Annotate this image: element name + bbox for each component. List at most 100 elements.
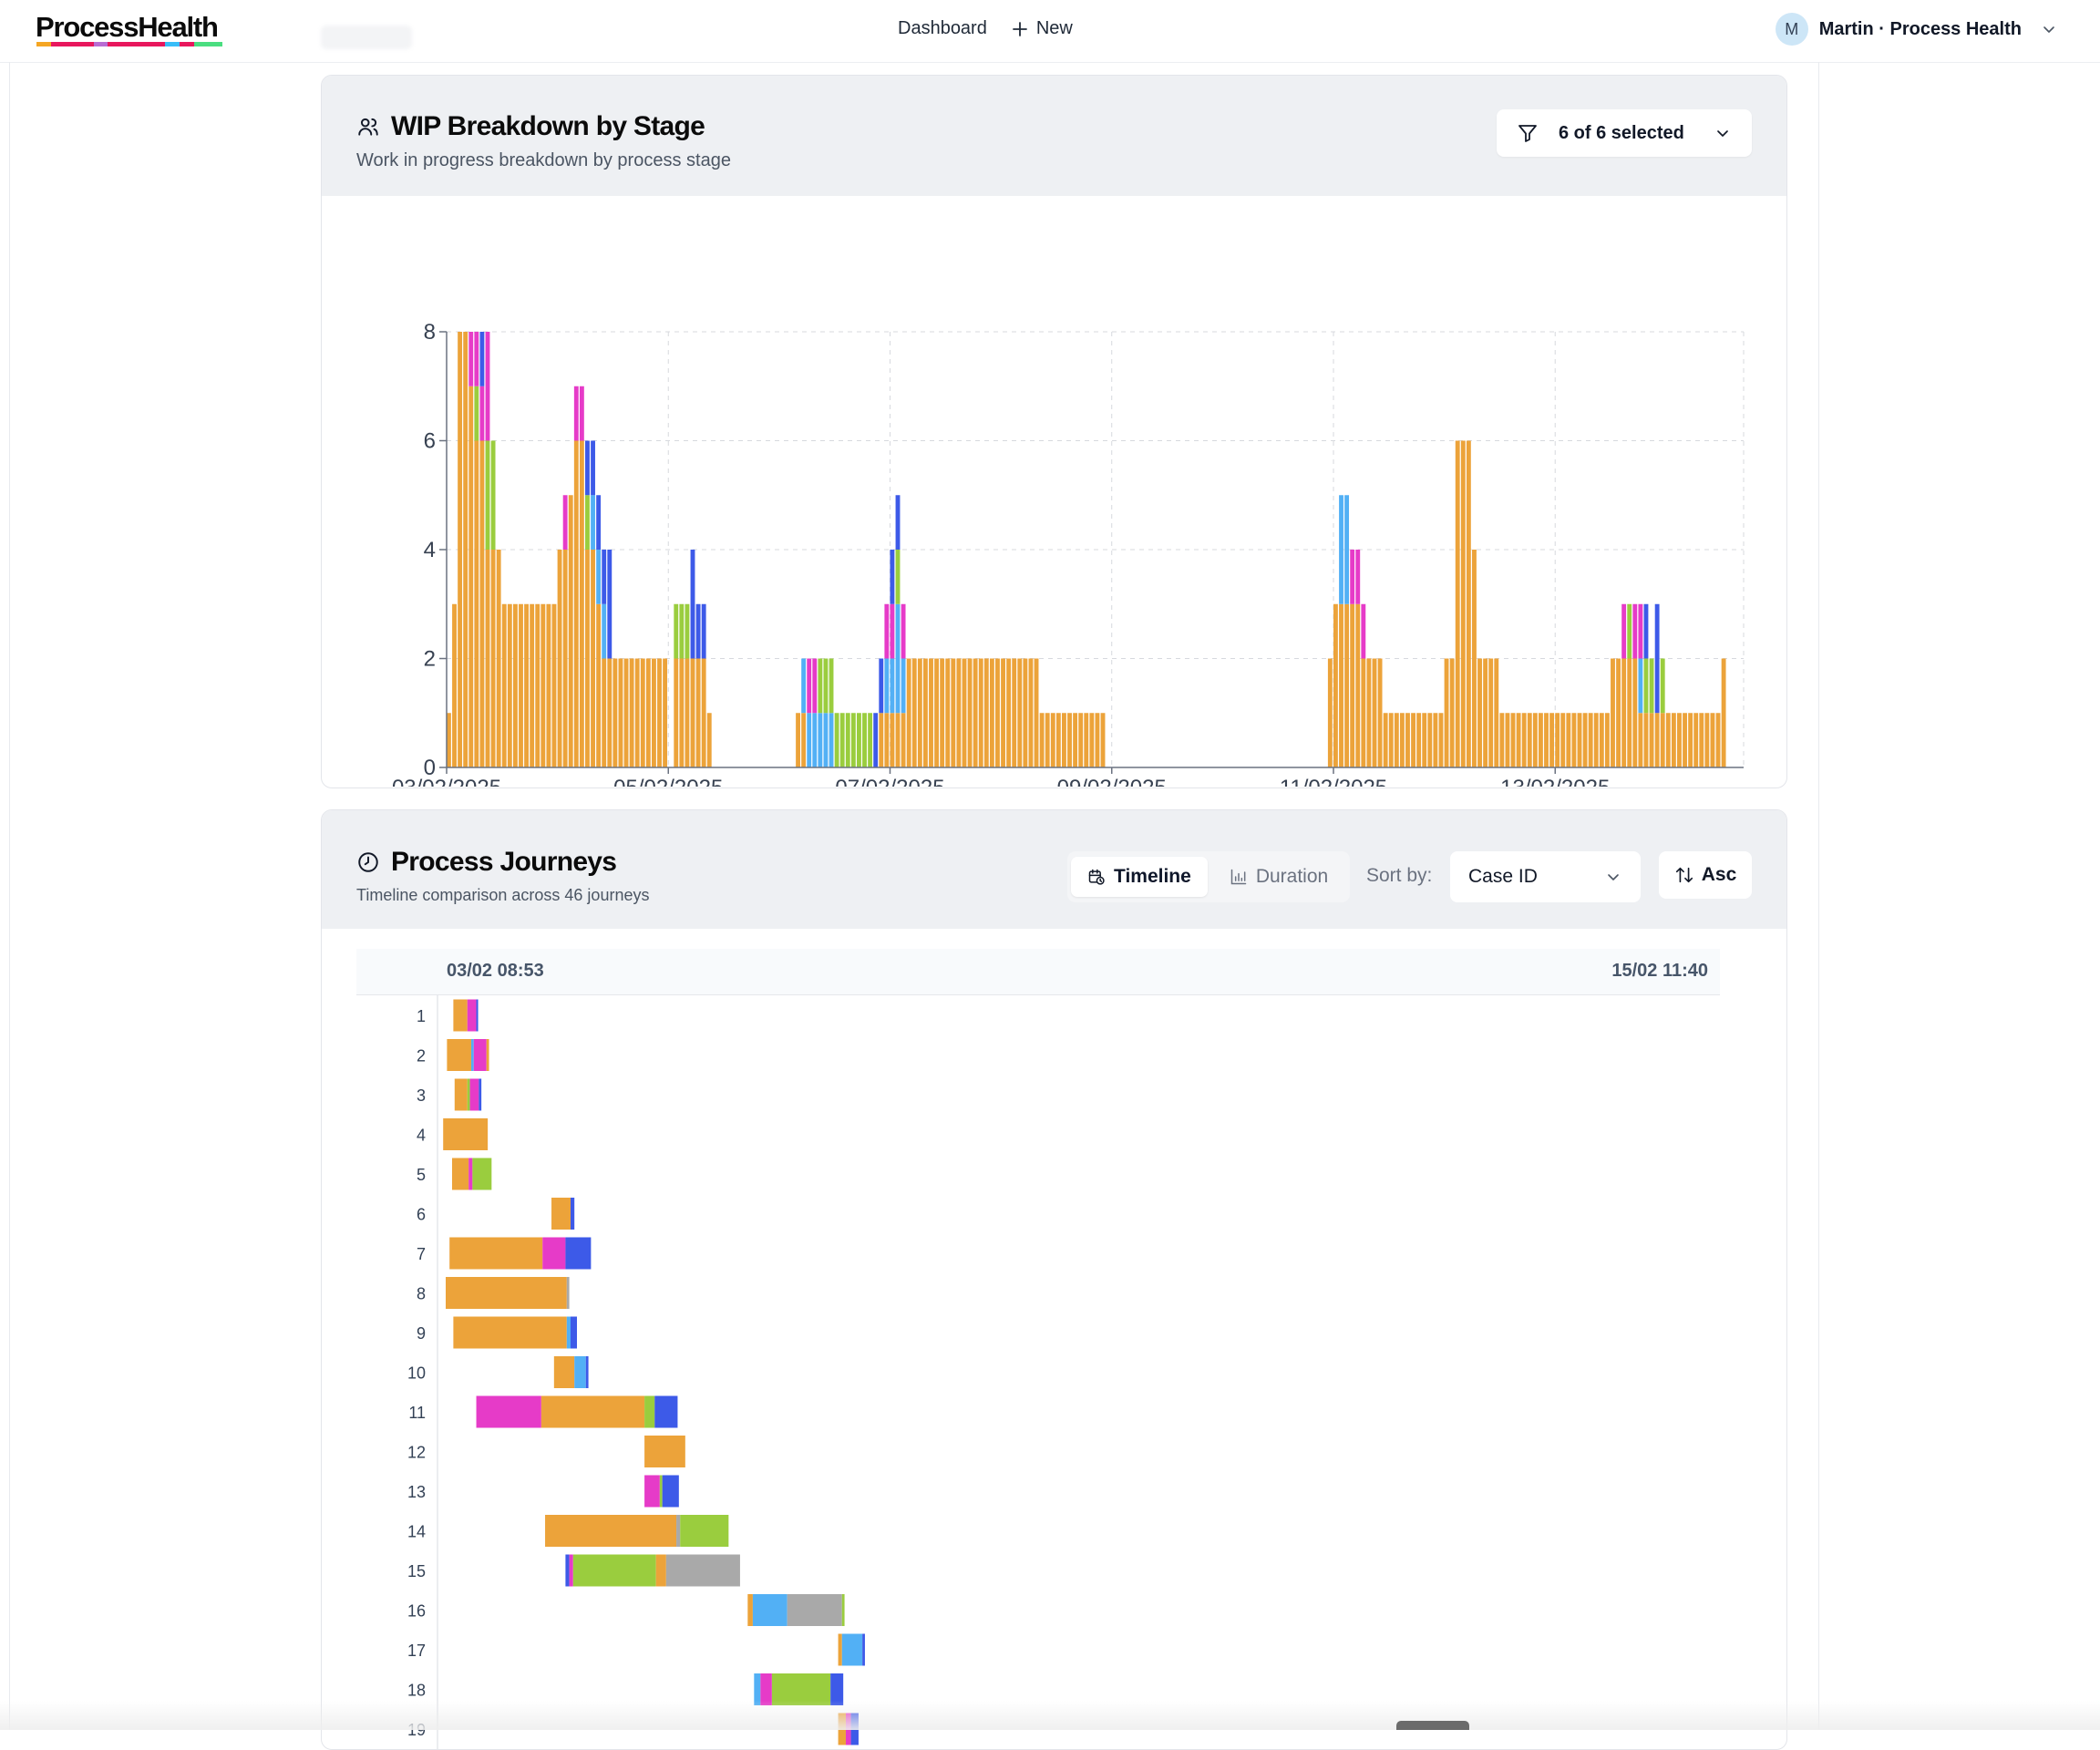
journey-segment[interactable]	[569, 1554, 573, 1587]
journey-row[interactable]: 1	[417, 999, 479, 1032]
journey-segment[interactable]	[449, 1237, 543, 1270]
journey-segment[interactable]	[451, 1158, 469, 1190]
chart-bar-segment	[1039, 713, 1045, 767]
journey-segment[interactable]	[486, 1039, 489, 1071]
chart-bar-segment	[895, 713, 901, 767]
journey-segment[interactable]	[467, 999, 477, 1032]
chart-bar-segment	[823, 658, 829, 714]
journey-segment[interactable]	[752, 1594, 788, 1626]
journey-segment[interactable]	[446, 1277, 567, 1309]
journey-row[interactable]: 18	[407, 1673, 844, 1705]
journey-segment[interactable]	[476, 999, 479, 1032]
journey-segment[interactable]	[443, 1118, 489, 1150]
journey-segment[interactable]	[574, 1356, 586, 1388]
journey-segment[interactable]	[551, 1198, 571, 1230]
journey-segment[interactable]	[771, 1673, 831, 1705]
journey-row[interactable]: 13	[407, 1475, 679, 1508]
journey-segment[interactable]	[566, 1277, 570, 1309]
journey-segment[interactable]	[565, 1237, 592, 1270]
journey-row[interactable]: 8	[417, 1277, 570, 1309]
stage-filter-button[interactable]: 6 of 6 selected	[1497, 109, 1752, 157]
journey-segment[interactable]	[571, 1316, 577, 1349]
journey-row[interactable]: 2	[417, 1039, 489, 1071]
chart-bar-segment	[690, 658, 695, 767]
journey-segment[interactable]	[468, 1158, 473, 1190]
sort-select[interactable]: Case ID	[1450, 851, 1641, 902]
journey-row-label: 5	[417, 1166, 426, 1184]
journey-segment[interactable]	[553, 1356, 575, 1388]
journey-segment[interactable]	[472, 1158, 492, 1190]
journey-segment[interactable]	[747, 1594, 753, 1626]
journey-segment[interactable]	[838, 1713, 846, 1745]
journey-segment[interactable]	[473, 1039, 487, 1071]
journey-segment[interactable]	[841, 1633, 863, 1666]
journey-row[interactable]: 14	[407, 1515, 729, 1547]
journey-segment[interactable]	[447, 1039, 471, 1071]
journey-segment[interactable]	[540, 1395, 645, 1428]
horizontal-scrollbar[interactable]	[1396, 1721, 1469, 1730]
chart-bar-segment	[1649, 713, 1654, 767]
journey-segment[interactable]	[680, 1515, 729, 1547]
journey-segment[interactable]	[542, 1237, 566, 1270]
journey-segment[interactable]	[655, 1554, 666, 1587]
logo[interactable]: ProcessHealth	[36, 11, 219, 43]
chart-bar-segment	[585, 550, 590, 767]
journey-row[interactable]: 19	[407, 1713, 859, 1745]
journey-row[interactable]: 9	[417, 1316, 577, 1349]
journey-segment[interactable]	[845, 1713, 851, 1745]
journey-segment[interactable]	[476, 1395, 541, 1428]
journey-segment[interactable]	[545, 1515, 677, 1547]
journey-segment[interactable]	[760, 1673, 772, 1705]
journey-segment[interactable]	[585, 1356, 589, 1388]
journey-segment[interactable]	[470, 1039, 474, 1071]
journey-segment[interactable]	[659, 1475, 663, 1508]
journey-segment[interactable]	[644, 1395, 655, 1428]
journey-segment[interactable]	[830, 1673, 844, 1705]
chart-bar-segment	[1549, 713, 1555, 767]
journey-segment[interactable]	[479, 1078, 482, 1111]
journey-segment[interactable]	[469, 1078, 479, 1111]
journey-segment[interactable]	[571, 1198, 575, 1230]
journey-segment[interactable]	[453, 1316, 567, 1349]
nav-new-button[interactable]: New	[1011, 18, 1073, 39]
journey-row[interactable]: 7	[417, 1237, 592, 1270]
chart-bar-segment	[1460, 440, 1466, 767]
nav-dashboard-link[interactable]: Dashboard	[898, 18, 987, 38]
journey-row[interactable]: 6	[417, 1198, 575, 1230]
journey-row[interactable]: 15	[407, 1554, 740, 1587]
journey-segment[interactable]	[454, 1078, 468, 1111]
journey-segment[interactable]	[862, 1633, 865, 1666]
journey-row[interactable]: 17	[407, 1633, 865, 1666]
tab-timeline[interactable]: Timeline	[1071, 857, 1208, 897]
journey-segment[interactable]	[467, 1078, 470, 1111]
journey-segment[interactable]	[838, 1633, 842, 1666]
journey-segment[interactable]	[654, 1395, 678, 1428]
journey-segment[interactable]	[787, 1594, 842, 1626]
chart-bar-segment	[530, 603, 535, 767]
journey-segment[interactable]	[566, 1316, 571, 1349]
journey-row[interactable]: 3	[417, 1078, 482, 1111]
journey-row[interactable]: 16	[407, 1594, 845, 1626]
y-tick-label: 2	[424, 647, 436, 672]
journey-row[interactable]: 5	[417, 1158, 492, 1190]
journey-segment[interactable]	[644, 1436, 685, 1467]
journey-row[interactable]: 10	[407, 1356, 589, 1388]
tab-duration[interactable]: Duration	[1213, 857, 1344, 897]
journey-segment[interactable]	[754, 1673, 761, 1705]
journey-segment[interactable]	[644, 1475, 660, 1508]
journey-segment[interactable]	[841, 1594, 845, 1626]
journey-segment[interactable]	[676, 1515, 681, 1547]
journey-segment[interactable]	[565, 1554, 570, 1587]
chart-bar-segment	[1416, 713, 1422, 767]
sort-order-button[interactable]: Asc	[1659, 851, 1752, 899]
journey-segment[interactable]	[453, 999, 468, 1032]
journey-row[interactable]: 4	[417, 1118, 489, 1150]
journey-segment[interactable]	[665, 1554, 740, 1587]
journey-segment[interactable]	[662, 1475, 679, 1508]
user-menu[interactable]: M Martin · Process Health	[1775, 13, 2058, 46]
journey-segment[interactable]	[850, 1713, 859, 1745]
journey-row[interactable]: 11	[408, 1395, 678, 1428]
journey-row-label: 2	[417, 1047, 426, 1065]
journey-row[interactable]: 12	[407, 1436, 685, 1467]
journey-segment[interactable]	[572, 1554, 656, 1587]
